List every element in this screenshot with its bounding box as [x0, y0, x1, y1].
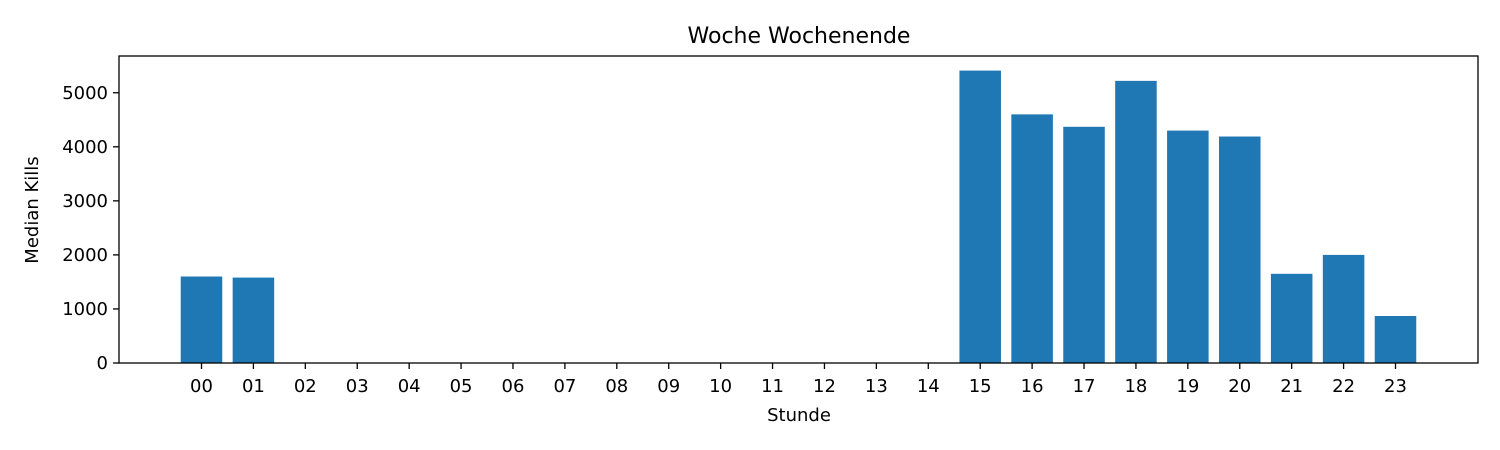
bar-01: [232, 277, 275, 363]
y-tick-label: 0: [97, 353, 108, 374]
x-tick-label: 06: [502, 376, 525, 397]
x-tick-label: 17: [1073, 376, 1096, 397]
bar-22: [1322, 254, 1365, 363]
y-tick-label: 5000: [62, 83, 108, 104]
bars-group: [180, 70, 1417, 364]
x-tick-label: 05: [450, 376, 473, 397]
bar-20: [1219, 136, 1261, 363]
x-tick-label: 03: [346, 376, 369, 397]
y-tick-label: 2000: [62, 245, 108, 266]
x-tick-label: 22: [1332, 376, 1355, 397]
x-tick-label: 18: [1124, 376, 1147, 397]
chart-title: Woche Wochenende: [688, 24, 911, 49]
plot-frame: [118, 55, 1479, 364]
bar-17: [1063, 126, 1105, 363]
x-tick-label: 15: [969, 376, 992, 397]
x-tick-label: 11: [761, 376, 784, 397]
y-tick-label: 3000: [62, 191, 108, 212]
x-tick-label: 23: [1384, 376, 1407, 397]
x-tick-label: 08: [605, 376, 628, 397]
x-tick-label: 07: [553, 376, 576, 397]
x-tick-label: 19: [1176, 376, 1199, 397]
x-tick-label: 13: [865, 376, 888, 397]
bar-23: [1374, 315, 1417, 363]
y-axis: 0 1000 2000 3000 4000 5000: [62, 83, 119, 374]
x-tick-label: 02: [294, 376, 317, 397]
x-tick-label: 09: [657, 376, 680, 397]
bar-18: [1115, 80, 1157, 364]
x-tick-label: 10: [709, 376, 732, 397]
y-tick-label: 4000: [62, 137, 108, 158]
y-axis-label: Median Kills: [22, 156, 43, 263]
x-axis: 00 01 02 03 04 05 06 07 08 09 10 11 12 13 14 15 16 17 18 19…: [190, 363, 1407, 397]
x-tick-label: 01: [242, 376, 265, 397]
bar-21: [1270, 273, 1313, 363]
x-tick-label: 21: [1280, 376, 1303, 397]
x-tick-label: 12: [813, 376, 836, 397]
x-tick-label: 20: [1228, 376, 1251, 397]
x-axis-label: Stunde: [767, 405, 831, 426]
bar-19: [1167, 130, 1209, 363]
bar-00: [180, 276, 223, 363]
bar-16: [1011, 114, 1053, 364]
x-tick-label: 14: [917, 376, 940, 397]
x-tick-label: 04: [398, 376, 421, 397]
x-tick-label: 00: [190, 376, 213, 397]
y-tick-label: 1000: [62, 299, 108, 320]
x-tick-label: 16: [1021, 376, 1044, 397]
bar-15: [959, 70, 1001, 363]
